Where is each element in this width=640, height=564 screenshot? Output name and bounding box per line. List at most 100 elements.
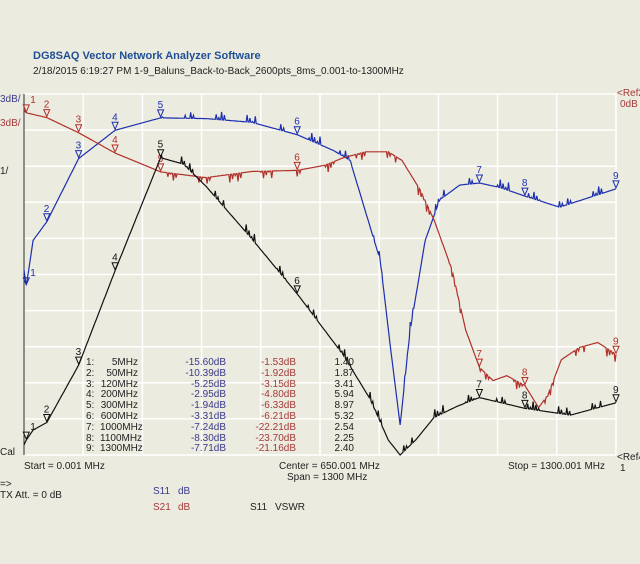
marker-s11: -8.30dB <box>190 432 226 444</box>
marker-f: 200MHz <box>100 389 138 401</box>
marker-n: 3: <box>86 378 95 390</box>
marker-triangle <box>612 345 620 355</box>
marker-table: 1: 5MHz -15.60dB -1.53dB 1.40 2: 50MHz -10.39dB… <box>86 357 354 455</box>
marker-row: 9: 1300MHz -7.71dB -21.16dB 2.40 <box>86 444 354 455</box>
marker-number: 9 <box>613 385 619 396</box>
marker-row: 1: 5MHz -15.60dB -1.53dB 1.40 <box>86 357 354 369</box>
marker-s11: -15.60dB <box>185 357 226 368</box>
vswr-scale-label: 1/ <box>0 166 9 177</box>
legend-s21-param[interactable]: S21 <box>153 502 171 513</box>
measurement-info: 2/18/2015 6:19:27 PM 1-9_Baluns_Back-to-… <box>33 66 404 77</box>
marker-number: 5 <box>158 100 164 111</box>
marker-vswr: 2.54 <box>334 421 354 433</box>
marker-triangle <box>22 431 31 441</box>
marker-vswr: 2.40 <box>334 443 354 455</box>
ref4-label: <Ref4 <box>617 452 640 463</box>
marker-number: 2 <box>44 405 50 416</box>
stop-freq: Stop = 1300.001 MHz <box>508 461 606 472</box>
marker-number: 3 <box>76 347 82 358</box>
marker-triangle <box>612 394 620 404</box>
marker-n: 9: <box>86 443 95 455</box>
marker-n: 5: <box>86 400 95 412</box>
marker-n: 2: <box>86 367 95 379</box>
marker-s11: -2.95dB <box>190 389 226 401</box>
marker-s21: -21.16dB <box>255 443 296 455</box>
ref2-value: 0dB <box>620 99 638 110</box>
marker-f: 600MHz <box>100 410 138 422</box>
marker-n: 6: <box>86 410 95 422</box>
marker-vswr: 5.32 <box>334 410 354 422</box>
marker-number: 2 <box>44 100 50 111</box>
marker-number: 6 <box>294 117 300 128</box>
marker-s11: -3.31dB <box>190 410 226 422</box>
marker-row: 3: 120MHz -5.25dB -3.15dB 3.41 <box>86 378 354 391</box>
marker-triangle <box>74 124 83 134</box>
marker-f: 50MHz <box>106 367 138 379</box>
marker-triangle <box>612 180 620 190</box>
marker-number: 6 <box>294 276 300 287</box>
marker-row: 8: 1100MHz -8.30dB -23.70dB 2.25 <box>86 432 354 445</box>
marker-triangle <box>43 213 51 223</box>
marker-triangle <box>475 174 484 184</box>
marker-number: 4 <box>112 112 118 123</box>
marker-s11: -7.71dB <box>190 443 226 455</box>
marker-triangle <box>22 277 31 287</box>
marker-triangle <box>156 163 165 173</box>
marker-s11: -1.94dB <box>190 400 226 412</box>
marker-vswr: 5.94 <box>334 389 354 401</box>
marker-triangle <box>293 126 301 135</box>
marker-vswr: 1.40 <box>334 357 354 368</box>
marker-f: 1300MHz <box>100 443 143 455</box>
marker-n: 7: <box>86 421 95 433</box>
marker-number: 7 <box>476 349 482 360</box>
marker-f: 300MHz <box>100 400 138 412</box>
marker-vswr: 2.25 <box>334 432 354 444</box>
marker-number: 1 <box>30 422 36 433</box>
marker-s11: -5.25dB <box>190 378 226 390</box>
marker-vswr: 8.97 <box>334 400 354 412</box>
legend-s11-unit[interactable]: dB <box>178 486 191 497</box>
marker-number: 1 <box>30 268 36 279</box>
marker-s21: -23.70dB <box>255 432 296 444</box>
marker-row: 5: 300MHz -1.94dB -6.33dB 8.97 <box>86 400 354 412</box>
marker-number: 7 <box>476 165 482 176</box>
marker-triangle <box>293 285 301 295</box>
s21-scale-label: 3dB/ <box>0 118 21 129</box>
marker-triangle <box>475 358 484 368</box>
marker-number: 3 <box>76 141 82 152</box>
marker-number: 5 <box>158 154 164 165</box>
marker-triangle <box>521 187 529 197</box>
legend-s11-param[interactable]: S11 <box>153 486 171 497</box>
marker-number: 9 <box>613 171 619 182</box>
marker-f: 5MHz <box>111 357 138 368</box>
marker-s21: -3.15dB <box>260 378 296 390</box>
marker-triangle <box>475 389 484 398</box>
marker-f: 120MHz <box>100 378 138 390</box>
marker-number: 4 <box>112 253 118 264</box>
legend-s21-unit[interactable]: dB <box>178 502 191 513</box>
marker-triangle <box>111 121 119 131</box>
marker-s21: -4.80dB <box>260 389 296 401</box>
trace-s11-db <box>23 111 617 425</box>
marker-n: 1: <box>86 357 95 368</box>
legend-vswr-unit[interactable]: VSWR <box>275 502 305 513</box>
ref2-label: <Ref2 <box>617 88 640 99</box>
marker-s21: -1.53dB <box>260 357 296 368</box>
marker-number: 5 <box>158 140 164 151</box>
marker-triangle <box>74 356 83 366</box>
marker-row: 7: 1000MHz -7.24dB -22.21dB 2.54 <box>86 421 354 434</box>
trace-s21-db <box>23 109 617 409</box>
marker-triangle <box>293 161 301 171</box>
legend-vswr-param[interactable]: S11 <box>250 502 268 513</box>
center-freq: Center = 650.001 MHz <box>279 461 380 472</box>
marker-s21: -6.21dB <box>260 410 296 422</box>
marker-number: 8 <box>522 368 528 379</box>
marker-n: 4: <box>86 389 95 401</box>
start-freq: Start = 0.001 MHz <box>24 461 105 472</box>
marker-number: 2 <box>44 204 50 215</box>
marker-number: 9 <box>613 336 619 347</box>
marker-number: 3 <box>76 115 82 126</box>
marker-triangle <box>43 414 51 423</box>
marker-number: 8 <box>522 390 528 401</box>
